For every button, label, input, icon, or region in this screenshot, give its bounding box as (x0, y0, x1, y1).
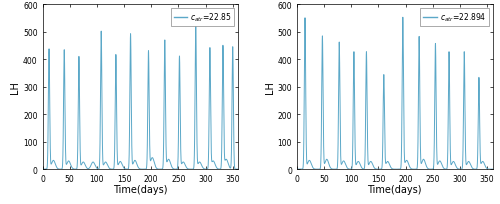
X-axis label: Time(days): Time(days) (368, 184, 422, 194)
X-axis label: Time(days): Time(days) (113, 184, 168, 194)
Legend: $c_{atr}$=22.894: $c_{atr}$=22.894 (420, 9, 488, 27)
Legend: $c_{atr}$=22.85: $c_{atr}$=22.85 (171, 9, 234, 27)
Y-axis label: LH: LH (264, 81, 274, 94)
Y-axis label: LH: LH (10, 81, 20, 94)
